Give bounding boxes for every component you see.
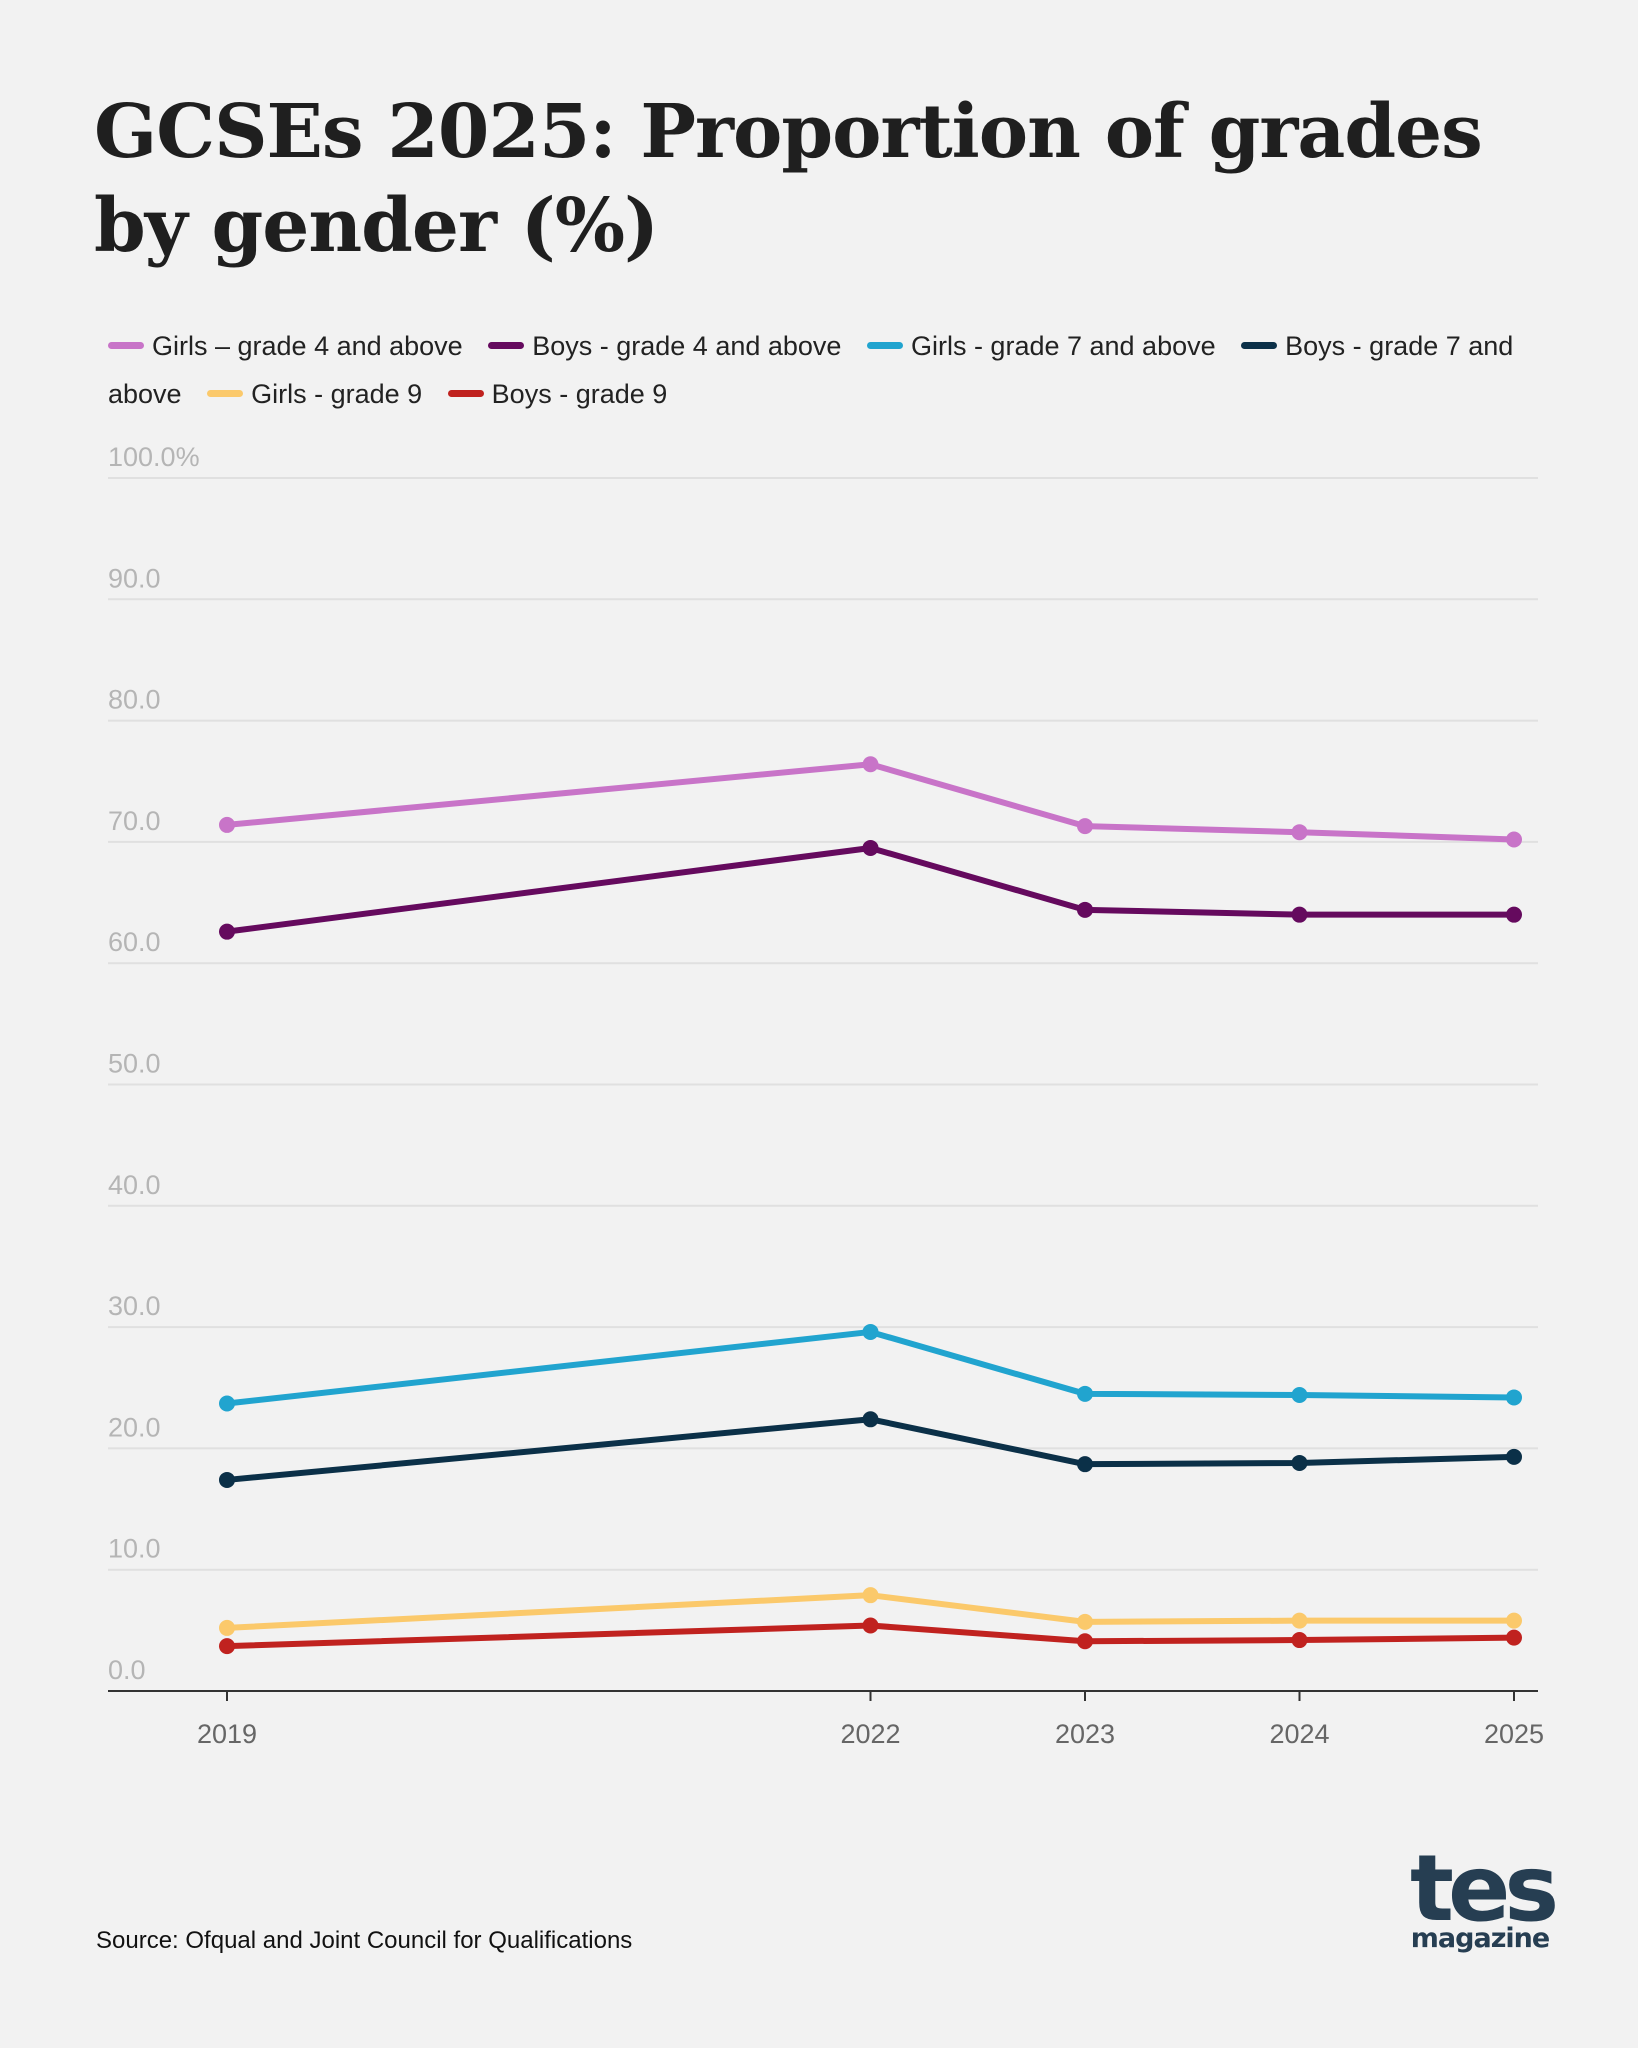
x-tick-label: 2025 [1484,1719,1544,1749]
data-point [219,816,235,833]
data-point [1506,1629,1522,1646]
data-point [1506,1448,1522,1465]
data-point [1506,1612,1522,1629]
series-line [226,761,1515,843]
y-tick-label: 30.0 [108,1291,161,1321]
data-point [862,839,879,856]
legend-item: Girls - grade 7 and above [866,331,1216,361]
legend-label: Girls - grade 9 [251,379,423,409]
legend-item: Girls - grade 9 [207,379,422,409]
y-tick-label: 0.0 [108,1655,146,1685]
data-point [862,1617,879,1634]
data-point [1291,824,1308,841]
y-tick-label: 60.0 [108,927,161,957]
series-line [226,844,1514,935]
legend-swatch [447,390,484,398]
legend-label: Boys - grade 7 and above [108,331,1514,409]
legend-label: Girls – grade 4 and above [152,331,463,361]
legend-swatch [207,390,244,398]
series-line [226,1416,1515,1483]
x-tick-label: 2019 [197,1719,257,1749]
legend-label: Boys - grade 4 and above [532,331,842,361]
legend-item: Boys - grade 9 [447,379,668,409]
data-point [1291,906,1308,923]
data-point [1291,1454,1308,1471]
legend-swatch [108,342,144,350]
data-point [1077,901,1093,918]
legend-item: Boys - grade 7 and above [108,331,1513,409]
data-point [1291,1387,1308,1404]
y-tick-label: 20.0 [108,1412,161,1442]
legend-item: Girls – grade 4 and above [108,331,463,361]
data-point [1077,1633,1093,1650]
data-point [1077,1613,1093,1630]
data-point [862,1411,879,1428]
legend: Girls – grade 4 and above Boys - grade 4… [108,322,1548,418]
data-point [219,1471,235,1488]
y-tick-label: 10.0 [108,1534,161,1564]
y-tick-label: 80.0 [108,685,161,715]
data-point [1291,1612,1308,1629]
chart-title: GCSEs 2025: Proportion of grades by gend… [94,89,1483,269]
x-tick-label: 2022 [840,1719,900,1749]
data-point [1506,1389,1522,1406]
x-tick-label: 2024 [1269,1719,1329,1749]
series-line [226,1328,1515,1407]
legend-swatch [866,342,903,350]
legend-swatch [488,342,525,350]
data-point [219,923,235,940]
y-tick-label: 70.0 [108,806,161,836]
legend-label: Girls - grade 7 and above [910,331,1216,361]
legend-label: Boys - grade 9 [491,379,668,409]
y-tick-label: 90.0 [108,563,161,593]
data-point [1506,831,1522,848]
data-point [1077,1456,1093,1473]
data-point [1077,818,1093,835]
x-tick-label: 2023 [1055,1719,1115,1749]
data-point [219,1638,235,1655]
data-point [862,1587,879,1604]
data-point [1291,1632,1308,1649]
tes-magazine-logo: tes magazine [1410,1835,1559,1954]
data-point [219,1395,235,1412]
legend-item: Boys - grade 4 and above [488,331,841,361]
data-point [862,1323,879,1340]
y-tick-label: 50.0 [108,1049,161,1079]
legend-swatch [1241,342,1278,350]
y-tick-label: 100.0% [108,442,200,472]
data-point [1077,1385,1093,1402]
data-point [862,756,879,773]
data-point [219,1619,235,1636]
data-point [1506,906,1522,923]
y-tick-label: 40.0 [108,1170,161,1200]
source-note: Source: Ofqual and Joint Council for Qua… [96,1927,633,1954]
